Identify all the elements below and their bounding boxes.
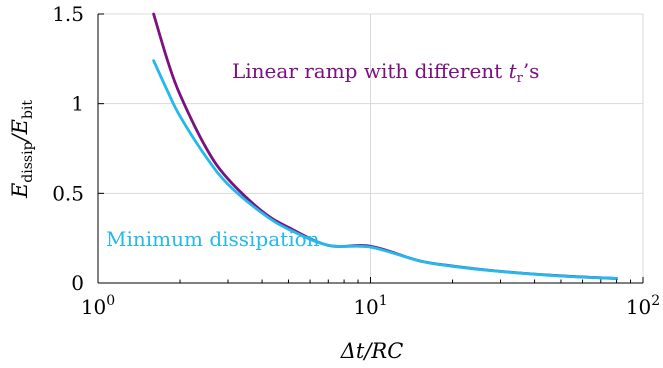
y-tick-label: 1 bbox=[71, 92, 84, 116]
axes bbox=[97, 13, 644, 284]
series-label-linear-ramp-post: ’s bbox=[523, 59, 540, 83]
series-line-minimum-dissipation bbox=[152, 59, 618, 280]
x-tick-label: 102 bbox=[626, 293, 660, 319]
series-label-minimum-dissipation: Minimum dissipation bbox=[106, 227, 320, 251]
x-tick-label: 100 bbox=[81, 293, 115, 319]
y-axis-label-sub2: bit bbox=[20, 100, 36, 119]
x-tick-label-exp: 2 bbox=[651, 293, 660, 309]
series-label-linear-ramp-sub: r bbox=[517, 71, 524, 86]
series-label-linear-ramp: Linear ramp with different tr’s bbox=[232, 59, 539, 86]
series-label-linear-ramp-var: t bbox=[509, 59, 518, 83]
x-tick-label-base: 10 bbox=[626, 295, 651, 319]
y-axis-label-e1: E bbox=[8, 183, 32, 199]
x-axis-label: Δt/RC bbox=[340, 339, 404, 363]
series-lines bbox=[152, 12, 618, 280]
y-axis-label: Edissip/Ebit bbox=[8, 100, 36, 199]
y-tick-label: 0 bbox=[71, 271, 84, 295]
x-tick-label-base: 10 bbox=[353, 295, 378, 319]
x-tick-label: 101 bbox=[353, 293, 387, 319]
y-axis-label-mid: /E bbox=[8, 119, 32, 143]
y-axis-label-sub1: dissip bbox=[20, 141, 36, 182]
x-tick-label-exp: 0 bbox=[106, 293, 115, 309]
y-tick-label: 1.5 bbox=[52, 2, 84, 26]
x-tick-label-base: 10 bbox=[81, 295, 106, 319]
y-tick-label: 0.5 bbox=[52, 181, 84, 205]
x-tick-label-exp: 1 bbox=[379, 293, 388, 309]
series-label-linear-ramp-text: Linear ramp with different bbox=[232, 59, 509, 83]
